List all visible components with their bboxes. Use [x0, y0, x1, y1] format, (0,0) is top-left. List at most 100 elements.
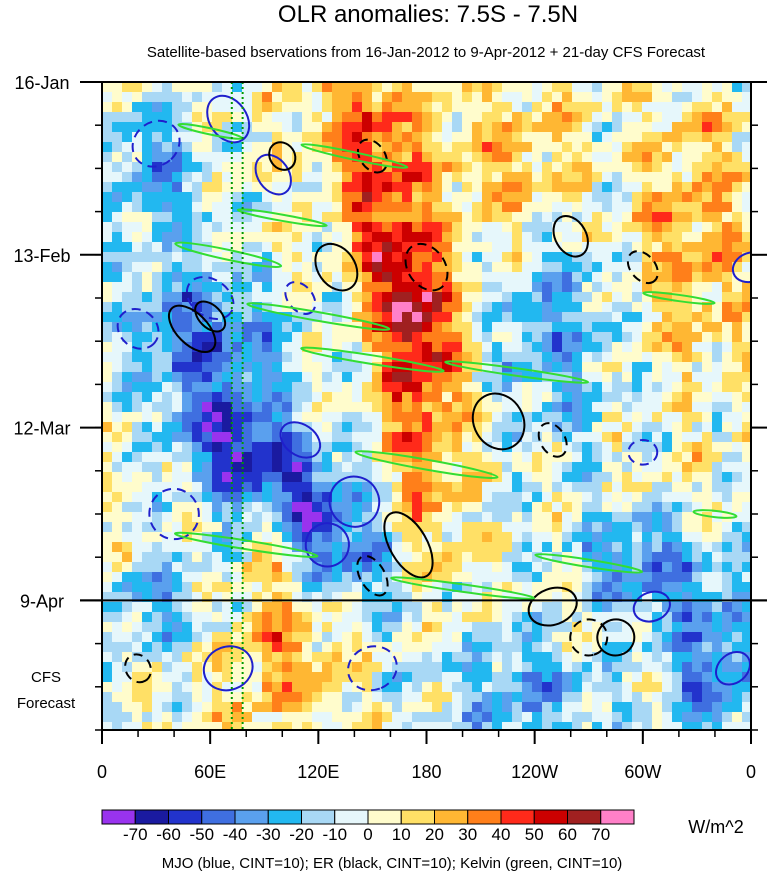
heat-cell [682, 182, 692, 192]
heat-cell [612, 382, 622, 392]
heat-cell [372, 502, 382, 512]
heat-cell [612, 152, 622, 162]
heat-cell [222, 172, 232, 182]
heat-cell [412, 722, 422, 730]
heat-cell [742, 472, 751, 482]
heat-cell [422, 722, 432, 730]
heat-cell [172, 112, 182, 122]
heat-cell [742, 322, 751, 332]
heat-cell [572, 562, 582, 572]
heat-cell [452, 512, 462, 522]
heat-cell [522, 692, 532, 702]
heat-cell [452, 542, 462, 552]
heat-cell [612, 82, 622, 92]
heat-cell [382, 712, 392, 722]
heat-cell [532, 662, 542, 672]
heat-cell [312, 602, 322, 612]
heat-cell [392, 252, 402, 262]
heat-cell [202, 512, 212, 522]
heat-cell [632, 162, 642, 172]
heat-cell [532, 592, 542, 602]
heat-cell [142, 582, 152, 592]
heat-cell [702, 622, 712, 632]
heat-cell [342, 582, 352, 592]
heat-cell [202, 722, 212, 730]
heat-cell [282, 692, 292, 702]
heat-cell [622, 692, 632, 702]
heat-cell [592, 582, 602, 592]
heat-cell [692, 692, 702, 702]
heat-cell [392, 622, 402, 632]
colorbar-swatch [234, 809, 269, 825]
heat-cell [592, 262, 602, 272]
heat-cell [132, 612, 142, 622]
heat-cell [292, 362, 302, 372]
heat-cell [272, 412, 282, 422]
heat-cell [312, 302, 322, 312]
heat-cell [722, 352, 732, 362]
heat-cell [412, 612, 422, 622]
heat-cell [622, 362, 632, 372]
heat-cell [322, 572, 332, 582]
heat-cell [542, 242, 552, 252]
heat-cell [562, 722, 572, 730]
heat-cell [492, 722, 502, 730]
heat-cell [622, 82, 632, 92]
heat-cell [152, 222, 162, 232]
heat-cell [422, 132, 432, 142]
heat-cell [492, 482, 502, 492]
heat-cell [522, 412, 532, 422]
heat-cell [672, 552, 682, 562]
heat-cell [232, 272, 242, 282]
heat-cell [112, 372, 122, 382]
heat-cell [372, 712, 382, 722]
heat-cell [492, 562, 502, 572]
heat-cell [572, 662, 582, 672]
heat-cell [702, 552, 712, 562]
heat-cell [202, 652, 212, 662]
heat-cell [702, 222, 712, 232]
heat-cell [632, 402, 642, 412]
heat-cell [442, 702, 452, 712]
heat-cell [172, 482, 182, 492]
heat-cell [382, 252, 392, 262]
heat-cell [682, 402, 692, 412]
heat-cell [422, 362, 432, 372]
heat-cell [282, 662, 292, 672]
heat-cell [442, 282, 452, 292]
heat-cell [402, 672, 412, 682]
heat-cell [552, 82, 562, 92]
heat-cell [152, 172, 162, 182]
heat-cell [332, 532, 342, 542]
heat-cell [732, 252, 742, 262]
heat-cell [682, 352, 692, 362]
heat-cell [492, 362, 502, 372]
heat-cell [122, 412, 132, 422]
heat-cell [612, 162, 622, 172]
heat-cell [302, 102, 312, 112]
heat-cell [672, 132, 682, 142]
heat-cell [652, 652, 662, 662]
heat-cell [742, 132, 751, 142]
heat-cell [632, 662, 642, 672]
heat-cell [632, 582, 642, 592]
heat-cell [652, 92, 662, 102]
heat-cell [692, 332, 702, 342]
heat-cell [672, 692, 682, 702]
heat-cell [622, 682, 632, 692]
heat-cell [152, 622, 162, 632]
heat-cell [592, 432, 602, 442]
heat-cell [392, 592, 402, 602]
heat-cell [392, 82, 402, 92]
heat-cell [152, 682, 162, 692]
heat-cell [542, 152, 552, 162]
heat-cell [232, 112, 242, 122]
heat-cell [352, 302, 362, 312]
heat-cell [562, 82, 572, 92]
heat-cell [252, 672, 262, 682]
heat-cell [332, 512, 342, 522]
heat-cell [262, 532, 272, 542]
heat-cell [312, 112, 322, 122]
heat-cell [562, 652, 572, 662]
heat-cell [612, 292, 622, 302]
